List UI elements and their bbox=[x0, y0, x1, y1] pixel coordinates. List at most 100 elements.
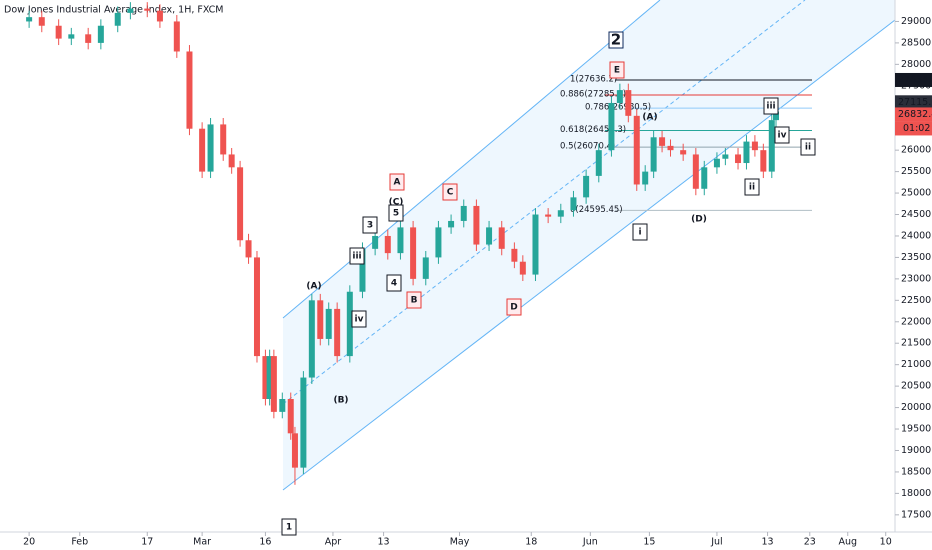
wave-label: A bbox=[394, 178, 401, 188]
candle-body bbox=[422, 257, 429, 279]
candle-body bbox=[245, 240, 252, 258]
annotation-box bbox=[351, 310, 367, 328]
candle-body bbox=[291, 433, 298, 468]
wave-label: D bbox=[510, 303, 517, 313]
channel-upper bbox=[282, 0, 661, 319]
candle-body bbox=[114, 12, 121, 26]
x-tick-label: 10 bbox=[880, 537, 892, 548]
candle-body bbox=[460, 205, 467, 221]
candle-body bbox=[667, 145, 674, 151]
annotation-box bbox=[349, 247, 365, 265]
candle-body bbox=[760, 150, 767, 172]
y-tick-label: 28500.00 bbox=[901, 37, 932, 48]
annotation-box bbox=[362, 216, 378, 234]
candle-body bbox=[85, 34, 92, 43]
candle-body bbox=[228, 154, 235, 168]
wave-label: (B) bbox=[333, 396, 348, 406]
annotation-box bbox=[388, 204, 404, 222]
candle-body bbox=[486, 227, 493, 245]
candle-body bbox=[262, 356, 269, 399]
fib-label: 1(27636.2) bbox=[570, 74, 617, 84]
y-tick-label: 19000.00 bbox=[901, 445, 932, 456]
candle-body bbox=[680, 150, 687, 155]
y-tick-label: 19500.00 bbox=[901, 424, 932, 435]
candle-body bbox=[448, 220, 455, 228]
annotation-box bbox=[506, 298, 522, 316]
wave-label: (D) bbox=[691, 215, 707, 225]
candle-body bbox=[498, 227, 505, 249]
y-tick-label: 20500.00 bbox=[901, 381, 932, 392]
candle-body bbox=[127, 8, 134, 13]
annotation-box bbox=[774, 126, 790, 144]
x-tick-label: 13 bbox=[378, 537, 390, 548]
candle-body bbox=[97, 25, 104, 43]
y-tick-label: 26000.00 bbox=[901, 145, 932, 156]
candle-body bbox=[156, 10, 163, 22]
x-tick-label: Jun bbox=[582, 537, 598, 548]
candle-body bbox=[583, 175, 590, 198]
candle-body bbox=[334, 308, 341, 357]
x-tick-label: Feb bbox=[71, 537, 88, 548]
x-tick-label: May bbox=[450, 537, 470, 548]
candle-body bbox=[410, 227, 417, 279]
fib-label: 0.5(26070.4) bbox=[560, 142, 615, 152]
annotation-box bbox=[609, 61, 625, 79]
wave-label: ii bbox=[749, 183, 755, 193]
candle-body bbox=[199, 128, 206, 172]
candle-body bbox=[308, 300, 315, 378]
wave-label: 3 bbox=[367, 221, 373, 231]
candle-body bbox=[435, 227, 442, 258]
y-tick-label: 24500.00 bbox=[901, 209, 932, 220]
y-tick-label: 25000.00 bbox=[901, 188, 932, 199]
candle-body bbox=[625, 90, 632, 116]
wave-label: E bbox=[614, 66, 620, 76]
candle-body bbox=[650, 137, 657, 172]
candle-body bbox=[557, 210, 564, 217]
candle-body bbox=[384, 235, 391, 254]
fib-label: 0(24595.45) bbox=[570, 205, 623, 215]
y-tick-label: 22500.00 bbox=[901, 295, 932, 306]
candle-body bbox=[519, 261, 526, 275]
fib-label: 0.786(26980.5) bbox=[585, 103, 651, 113]
wave-label: iv bbox=[355, 315, 364, 325]
x-tick-label: 13 bbox=[762, 537, 774, 548]
annotation-box bbox=[389, 173, 405, 191]
candle-body bbox=[325, 308, 332, 339]
wave-label: (C) bbox=[389, 198, 404, 208]
wave-label: (A) bbox=[306, 282, 321, 292]
candle-body bbox=[346, 291, 353, 357]
candle-body bbox=[595, 150, 602, 176]
x-tick-label: 23 bbox=[804, 537, 816, 548]
x-tick-label: Mar bbox=[193, 537, 211, 548]
price-label-box bbox=[895, 95, 932, 110]
y-tick-label: 20000.00 bbox=[901, 402, 932, 413]
candle-body bbox=[397, 227, 404, 254]
x-tick-label: Aug bbox=[838, 537, 857, 548]
annotation-box bbox=[386, 274, 402, 292]
candle-body bbox=[317, 300, 324, 339]
candle-body bbox=[266, 356, 273, 399]
x-tick-label: 16 bbox=[259, 537, 271, 548]
candle-body bbox=[616, 90, 623, 103]
y-tick-label: 17500.00 bbox=[901, 509, 932, 520]
countdown-box bbox=[895, 121, 932, 136]
wave-label: B bbox=[411, 296, 418, 306]
candle-body bbox=[642, 171, 649, 185]
candle-body bbox=[237, 167, 244, 241]
candle-body bbox=[659, 137, 666, 146]
candle-body bbox=[55, 25, 62, 39]
candle-body bbox=[220, 124, 227, 155]
x-tick-label: Jul bbox=[710, 537, 722, 548]
y-tick-label: 18000.00 bbox=[901, 488, 932, 499]
candle-body bbox=[701, 167, 708, 189]
wave-label: 4 bbox=[391, 279, 397, 289]
candle-body bbox=[545, 214, 552, 217]
y-tick-label: 23500.00 bbox=[901, 252, 932, 263]
candle-body bbox=[68, 34, 75, 39]
y-tick-label: 22000.00 bbox=[901, 316, 932, 327]
candle-body bbox=[692, 154, 699, 189]
price-label-box bbox=[895, 72, 932, 87]
candle-body bbox=[26, 17, 33, 22]
candle-body bbox=[751, 141, 758, 151]
wave-label: ii bbox=[805, 143, 811, 153]
